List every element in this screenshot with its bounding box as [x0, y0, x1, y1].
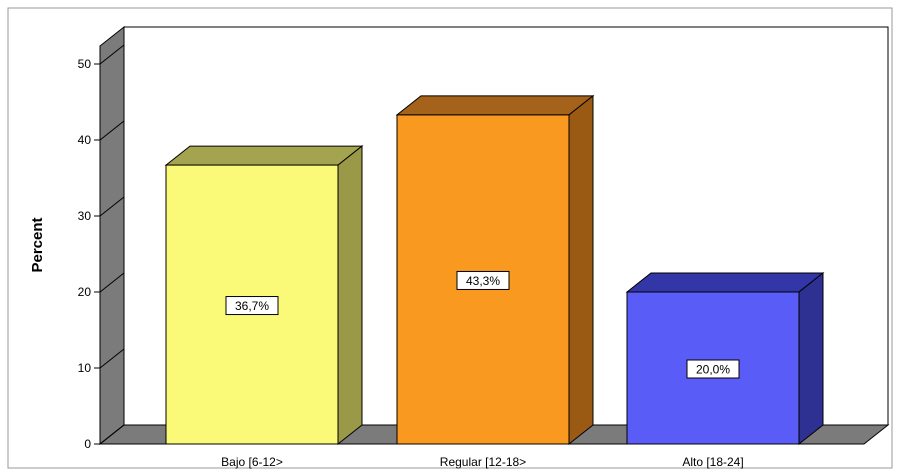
- y-tick-depth: [99, 424, 125, 445]
- bar-top: [625, 272, 825, 293]
- data-label: 43,3%: [456, 270, 510, 290]
- data-label: 20,0%: [686, 359, 740, 379]
- bars: 36,7% 43,3% 20,0%: [164, 94, 825, 446]
- y-axis: 0 10 20 30 40 50: [78, 44, 125, 451]
- bar: 20,0%: [625, 271, 825, 446]
- data-label-box: [225, 296, 279, 316]
- data-label-box: [686, 359, 740, 379]
- y-tick-depth: [99, 120, 125, 141]
- bar: 43,3%: [395, 94, 595, 446]
- y-tick-label: 50: [78, 57, 92, 71]
- y-tick-label: 30: [78, 209, 92, 223]
- data-label-text: 20,0%: [696, 363, 730, 377]
- y-tick-depth: [99, 348, 125, 369]
- bar-side: [337, 145, 363, 446]
- data-label-box: [456, 270, 510, 290]
- y-tick-label: 40: [78, 133, 92, 147]
- bar-top: [164, 145, 364, 166]
- x-tick-label: Bajo [6-12>: [221, 455, 283, 469]
- y-tick-depth: [99, 196, 125, 217]
- y-tick-label: 0: [84, 437, 91, 451]
- bar-side: [568, 94, 594, 446]
- data-label-text: 36,7%: [235, 299, 269, 313]
- data-label-text: 43,3%: [466, 274, 500, 288]
- data-label: 36,7%: [225, 296, 279, 316]
- y-tick-label: 20: [78, 285, 92, 299]
- bar-top: [395, 95, 595, 116]
- y-axis-label: Percent: [29, 217, 46, 272]
- bar: 36,7%: [164, 145, 364, 446]
- left-wall: [99, 25, 125, 446]
- y-tick-depth: [99, 44, 125, 65]
- x-tick-label: Alto [18-24]: [682, 455, 743, 469]
- y-tick-label: 10: [78, 361, 92, 375]
- category-labels: Bajo [6-12> Regular [12-18> Alto [18-24]: [221, 455, 744, 469]
- x-tick-label: Regular [12-18>: [440, 455, 526, 469]
- y-tick-depth: [99, 272, 125, 293]
- bar-side: [798, 271, 824, 446]
